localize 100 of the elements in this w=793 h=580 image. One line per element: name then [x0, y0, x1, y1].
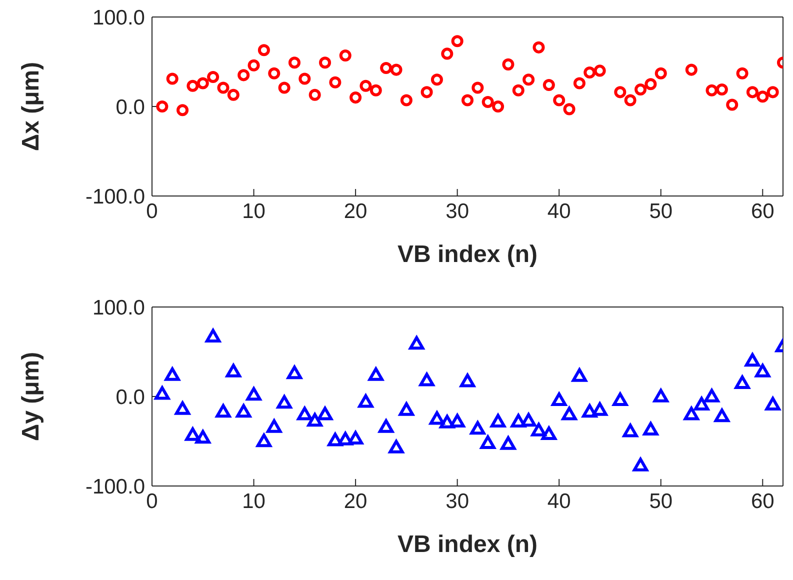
x-tick-label: 20	[344, 490, 368, 513]
x-tick-label: 60	[750, 200, 774, 223]
point	[297, 406, 312, 420]
point	[706, 84, 718, 96]
point	[460, 374, 476, 388]
x-tick-label: 30	[446, 490, 469, 513]
point	[654, 67, 667, 80]
point	[176, 104, 189, 116]
point	[370, 84, 382, 96]
point	[388, 440, 404, 454]
point	[166, 72, 178, 85]
point	[186, 80, 199, 92]
point	[765, 396, 780, 410]
point	[238, 69, 250, 82]
point	[338, 432, 353, 446]
x-tick-label: 20	[344, 200, 368, 223]
point	[653, 388, 668, 402]
point	[522, 74, 535, 86]
point	[360, 80, 372, 92]
point	[329, 76, 342, 88]
point	[562, 406, 577, 420]
x-tick-label: 0	[146, 200, 158, 223]
point	[563, 103, 576, 116]
point	[594, 64, 606, 77]
x-tick-label: 40	[547, 200, 571, 223]
point	[756, 90, 769, 103]
y-tick-label: -100.0	[85, 185, 145, 208]
x-axis-title: VB index (n)	[397, 241, 538, 268]
point	[256, 434, 272, 448]
point	[248, 59, 260, 72]
point	[317, 406, 333, 420]
point	[430, 74, 443, 86]
y-tick-label: 0.0	[116, 386, 145, 409]
x-tick-label: 30	[446, 200, 469, 223]
point	[378, 419, 394, 433]
point	[307, 413, 322, 427]
point	[350, 92, 362, 104]
point	[592, 402, 608, 416]
point	[319, 56, 332, 69]
point	[207, 70, 220, 83]
point	[632, 458, 648, 472]
point	[461, 94, 474, 106]
point	[339, 49, 352, 62]
x-axis-title: VB index (n)	[397, 531, 538, 558]
point	[156, 100, 168, 113]
y-tick-label: 100.0	[92, 6, 145, 30]
point	[755, 364, 770, 378]
point	[398, 402, 414, 416]
point	[400, 94, 412, 106]
point	[174, 401, 190, 415]
point	[195, 430, 210, 444]
point	[512, 84, 524, 96]
point	[541, 426, 556, 440]
point	[226, 364, 241, 378]
point	[268, 67, 280, 80]
point	[472, 82, 484, 94]
point	[185, 427, 200, 441]
point	[441, 48, 454, 60]
point	[236, 404, 252, 418]
point	[266, 419, 282, 433]
point	[246, 387, 262, 401]
point	[644, 78, 657, 90]
point	[612, 392, 628, 406]
point	[532, 41, 545, 54]
y-axis-title: Δx (μm)	[18, 62, 45, 152]
point	[450, 414, 465, 428]
x-tick-label: 40	[547, 490, 571, 513]
point	[736, 67, 748, 80]
point	[348, 430, 364, 444]
point	[258, 44, 270, 56]
point	[734, 375, 750, 389]
point	[227, 88, 240, 101]
point	[420, 86, 433, 98]
y-tick-label: 0.0	[116, 96, 145, 119]
point	[510, 414, 526, 428]
point	[634, 83, 647, 96]
point	[744, 353, 760, 367]
y-tick-label: -100.0	[85, 475, 145, 498]
point	[154, 386, 170, 400]
point	[520, 413, 536, 427]
point	[542, 79, 555, 92]
point	[380, 62, 392, 74]
point	[217, 82, 230, 94]
point	[694, 396, 710, 410]
x-tick-label: 0	[146, 490, 158, 513]
point	[643, 422, 658, 436]
point	[276, 395, 292, 409]
point	[480, 435, 496, 449]
point	[704, 388, 720, 402]
point	[531, 422, 546, 436]
x-tick-label: 50	[649, 490, 673, 513]
point	[726, 98, 738, 111]
point	[502, 58, 514, 70]
point	[288, 56, 300, 69]
point	[390, 64, 402, 76]
point	[482, 96, 494, 108]
point	[572, 368, 588, 382]
point	[766, 86, 779, 98]
point	[216, 404, 231, 418]
point	[553, 94, 566, 106]
